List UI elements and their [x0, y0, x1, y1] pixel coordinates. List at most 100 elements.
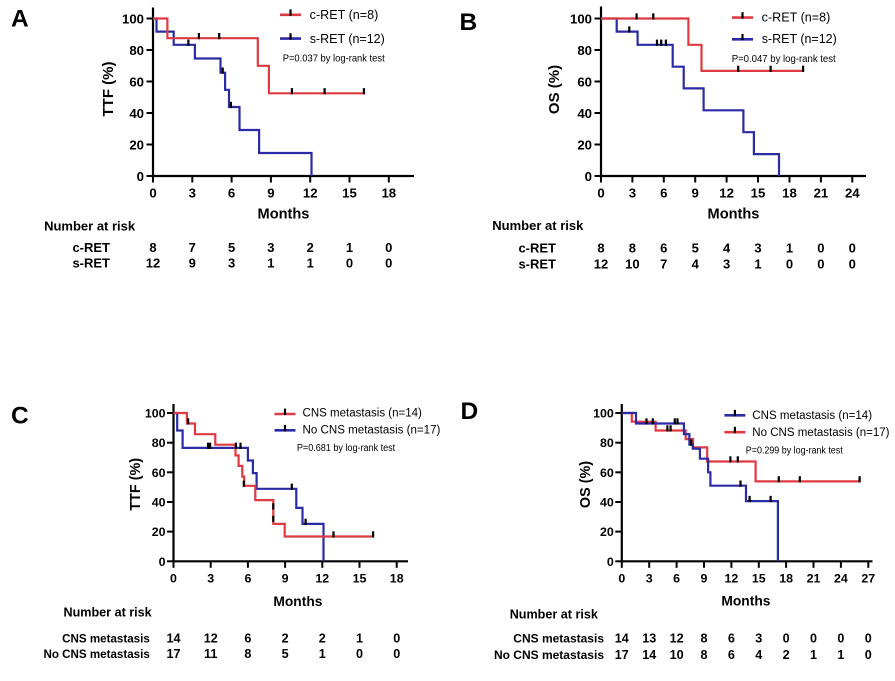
svg-text:0: 0	[865, 631, 872, 645]
svg-text:CNS metastasis (n=14): CNS metastasis (n=14)	[303, 408, 423, 420]
svg-text:8: 8	[700, 631, 707, 645]
svg-text:0: 0	[393, 631, 400, 645]
svg-text:12: 12	[670, 631, 684, 645]
svg-text:80: 80	[129, 43, 144, 58]
svg-text:B: B	[460, 9, 478, 36]
svg-text:15: 15	[751, 186, 766, 201]
svg-text:60: 60	[600, 466, 614, 480]
svg-text:12: 12	[725, 572, 739, 586]
svg-text:0: 0	[393, 647, 400, 661]
svg-text:12: 12	[303, 186, 318, 201]
svg-text:C: C	[11, 403, 29, 430]
svg-text:OS (%): OS (%)	[578, 461, 594, 508]
svg-text:c-RET: c-RET	[72, 240, 110, 255]
svg-text:12: 12	[204, 631, 218, 645]
svg-text:Number at risk: Number at risk	[492, 218, 584, 233]
svg-text:0: 0	[170, 572, 177, 586]
svg-text:3: 3	[207, 572, 214, 586]
svg-text:2: 2	[307, 240, 314, 255]
svg-text:60: 60	[152, 466, 166, 480]
svg-text:0: 0	[356, 647, 363, 661]
svg-text:Months: Months	[273, 594, 322, 609]
svg-text:1: 1	[837, 648, 844, 662]
svg-text:3: 3	[267, 240, 274, 255]
svg-text:Number at risk: Number at risk	[64, 606, 153, 620]
svg-text:3: 3	[629, 186, 636, 201]
svg-text:0: 0	[149, 186, 156, 201]
svg-text:18: 18	[779, 572, 793, 586]
svg-text:1: 1	[267, 255, 274, 270]
svg-text:P=0.037 by log-rank test: P=0.037 by log-rank test	[283, 53, 385, 64]
svg-text:9: 9	[189, 255, 196, 270]
svg-text:7: 7	[660, 256, 667, 271]
svg-text:100: 100	[145, 407, 166, 421]
svg-text:3: 3	[755, 631, 762, 645]
svg-text:20: 20	[129, 137, 144, 152]
svg-text:17: 17	[615, 648, 629, 662]
svg-text:6: 6	[728, 631, 735, 645]
svg-text:21: 21	[814, 186, 829, 201]
svg-text:0: 0	[385, 255, 392, 270]
svg-text:0: 0	[817, 256, 824, 271]
svg-text:12: 12	[594, 256, 608, 271]
svg-text:18: 18	[381, 186, 396, 201]
svg-text:100: 100	[122, 11, 144, 26]
svg-text:1: 1	[786, 241, 793, 256]
svg-text:8: 8	[700, 648, 707, 662]
svg-text:c-RET: c-RET	[518, 241, 556, 256]
svg-text:1: 1	[346, 240, 353, 255]
svg-text:8: 8	[149, 240, 156, 255]
svg-text:0: 0	[865, 648, 872, 662]
svg-text:14: 14	[615, 631, 629, 645]
svg-text:0: 0	[837, 631, 844, 645]
svg-text:Months: Months	[258, 207, 310, 223]
svg-text:1: 1	[356, 631, 363, 645]
svg-text:5: 5	[692, 241, 699, 256]
svg-text:TTF (%): TTF (%)	[128, 458, 144, 511]
svg-text:6: 6	[244, 631, 251, 645]
svg-text:11: 11	[204, 647, 217, 661]
svg-text:80: 80	[152, 436, 166, 450]
svg-text:9: 9	[282, 572, 289, 586]
svg-text:No CNS metastasis (n=17): No CNS metastasis (n=17)	[303, 425, 441, 437]
svg-text:27: 27	[861, 572, 875, 586]
svg-text:6: 6	[244, 572, 251, 586]
svg-text:3: 3	[189, 186, 196, 201]
svg-text:2: 2	[319, 631, 326, 645]
svg-text:8: 8	[244, 647, 251, 661]
svg-text:c-RET (n=8): c-RET (n=8)	[310, 8, 379, 22]
svg-text:6: 6	[228, 186, 235, 201]
svg-text:17: 17	[166, 647, 180, 661]
svg-text:10: 10	[670, 648, 684, 662]
svg-text:CNS metastasis: CNS metastasis	[513, 631, 604, 645]
svg-text:18: 18	[390, 572, 404, 586]
svg-text:5: 5	[228, 240, 235, 255]
svg-text:100: 100	[593, 407, 614, 421]
svg-text:P=0.299 by log-rank test: P=0.299 by log-rank test	[746, 445, 843, 456]
svg-text:No CNS metastasis (n=17): No CNS metastasis (n=17)	[752, 427, 889, 439]
svg-text:20: 20	[577, 137, 592, 152]
svg-text:0: 0	[786, 256, 793, 271]
svg-text:12: 12	[315, 572, 329, 586]
svg-text:14: 14	[166, 631, 180, 645]
svg-text:4: 4	[723, 241, 731, 256]
svg-text:4: 4	[692, 256, 700, 271]
svg-text:80: 80	[600, 436, 614, 450]
svg-text:15: 15	[752, 572, 766, 586]
svg-text:CNS metastasis (n=14): CNS metastasis (n=14)	[752, 410, 872, 422]
svg-text:60: 60	[577, 74, 592, 89]
svg-text:24: 24	[845, 186, 860, 201]
svg-text:TTF (%): TTF (%)	[100, 62, 117, 117]
svg-text:No CNS metastasis: No CNS metastasis	[43, 648, 149, 661]
svg-text:40: 40	[129, 106, 144, 121]
svg-text:20: 20	[600, 525, 614, 539]
svg-text:3: 3	[723, 256, 730, 271]
svg-text:1: 1	[810, 648, 817, 662]
svg-text:0: 0	[597, 186, 604, 201]
svg-text:2: 2	[783, 648, 790, 662]
svg-text:No CNS metastasis: No CNS metastasis	[494, 648, 604, 662]
svg-text:CNS metastasis: CNS metastasis	[62, 632, 150, 645]
svg-text:4: 4	[755, 648, 762, 662]
svg-text:1: 1	[307, 255, 314, 270]
svg-text:6: 6	[673, 572, 680, 586]
